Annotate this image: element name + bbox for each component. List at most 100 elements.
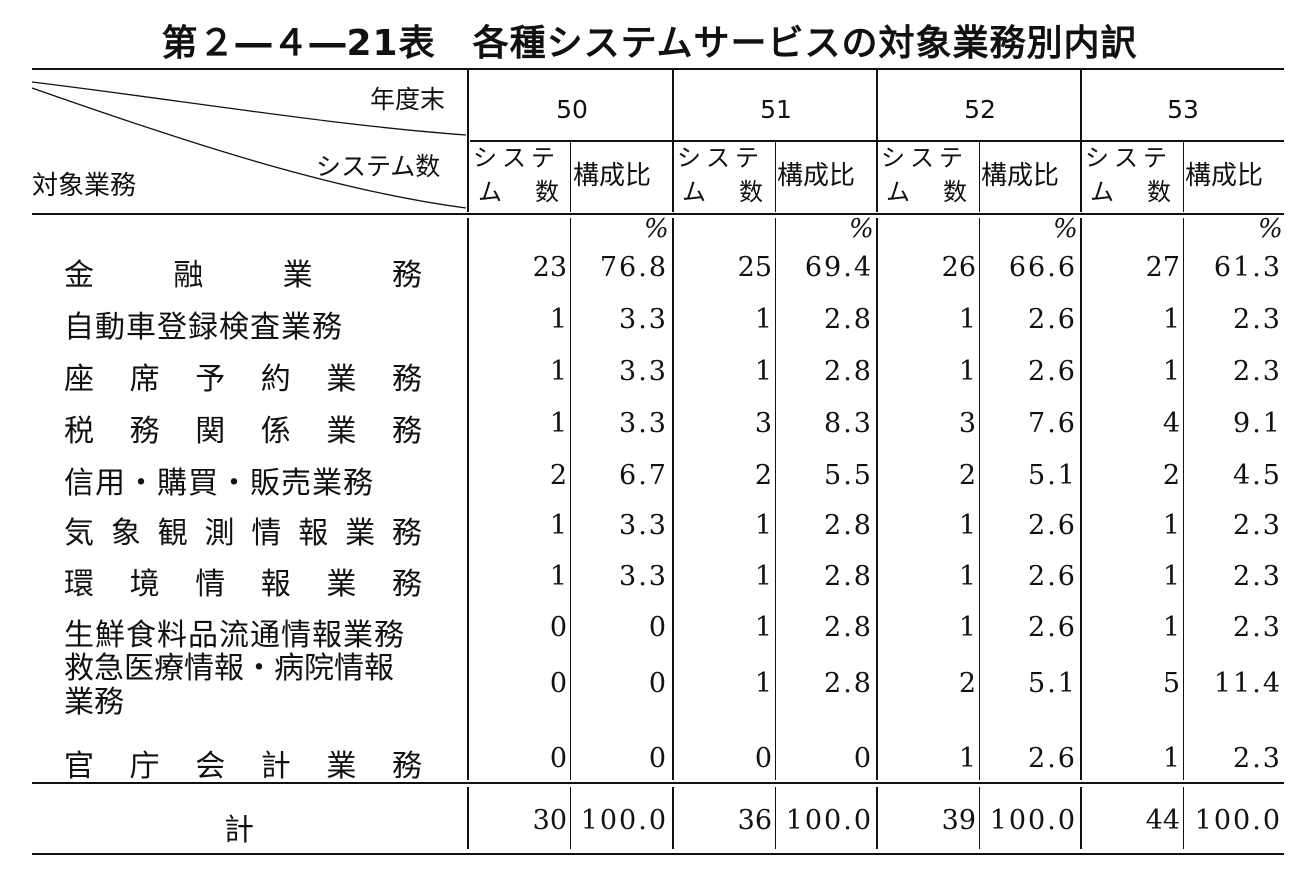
system-count-cell: 0 xyxy=(549,668,567,699)
system-count-cell: 1 xyxy=(754,612,772,643)
subheader-composition-ratio: 構成比 xyxy=(573,161,652,191)
row-label: 気象観測情報業務 xyxy=(64,508,422,552)
system-count-cell: 25 xyxy=(737,252,772,283)
row-label-char: 務 xyxy=(391,567,422,602)
total-label-text: 計 xyxy=(224,813,254,848)
percent-sign: % xyxy=(1053,214,1078,244)
composition-ratio-cell: 6.7 xyxy=(619,460,668,491)
row-label-char: 業 xyxy=(326,414,357,449)
col-line xyxy=(876,70,878,212)
system-count-cell: 26 xyxy=(941,252,976,283)
subheader-system-count-top: システ xyxy=(881,144,968,172)
row-label: 生鮮食料品流通情報業務 xyxy=(64,618,405,653)
total-composition-ratio: 100.0 xyxy=(989,805,1077,836)
total-composition-ratio: 100.0 xyxy=(1194,805,1282,836)
composition-ratio-cell: 9.1 xyxy=(1233,408,1282,439)
composition-ratio-cell: 2.8 xyxy=(824,356,873,387)
subheader-system-count-bottom-left: ム xyxy=(886,178,910,206)
composition-ratio-cell: 2.6 xyxy=(1028,612,1077,643)
row-label-char: 測 xyxy=(204,516,235,551)
subcol-line xyxy=(1183,218,1184,780)
total-composition-ratio: 100.0 xyxy=(785,805,873,836)
total-system-count: 44 xyxy=(1145,805,1180,836)
composition-ratio-cell: 2.8 xyxy=(824,304,873,335)
row-label-line1: 救急医療情報・病院情報 xyxy=(64,651,394,686)
row-label-char: 予 xyxy=(195,362,226,397)
row-label-line2: 業務 xyxy=(64,685,124,720)
row-label-char: 業 xyxy=(345,516,376,551)
composition-ratio-cell: 2.3 xyxy=(1233,356,1282,387)
subcol-line xyxy=(1183,787,1184,849)
total-system-count: 39 xyxy=(941,805,976,836)
system-count-cell: 1 xyxy=(754,356,772,387)
system-count-cell: 1 xyxy=(958,304,976,335)
subheader-composition-ratio: 構成比 xyxy=(1185,161,1264,191)
subheader-system-count-bottom-right: 数 xyxy=(535,178,559,206)
composition-ratio-cell: 66.6 xyxy=(1008,252,1077,283)
row-label-char: 業 xyxy=(326,362,357,397)
year-header-53: 53 xyxy=(1167,95,1199,124)
composition-ratio-cell: 2.3 xyxy=(1233,743,1282,774)
system-count-cell: 1 xyxy=(754,561,772,592)
row-label-char: 業 xyxy=(282,258,313,293)
row-label: 環境情報業務 xyxy=(64,559,422,603)
system-count-cell: 1 xyxy=(549,408,567,439)
row-label: 自動車登録検査業務 xyxy=(64,310,343,345)
row-label-char: 観 xyxy=(157,516,188,551)
row-label-char: 務 xyxy=(391,362,422,397)
percent-sign: % xyxy=(1258,214,1283,244)
composition-ratio-cell: 3.3 xyxy=(619,356,668,387)
col-line xyxy=(876,787,878,849)
row-label: 税務関係業務 xyxy=(64,406,422,450)
subcol-line xyxy=(775,142,776,212)
system-count-cell: 1 xyxy=(958,612,976,643)
row-label-char: 庁 xyxy=(129,749,160,784)
row-label-char: 約 xyxy=(260,362,291,397)
bottom-rule xyxy=(32,853,1284,855)
col-line xyxy=(672,70,674,212)
row-label-char: 業 xyxy=(326,567,357,602)
system-count-cell: 1 xyxy=(1162,561,1180,592)
system-count-cell: 1 xyxy=(958,510,976,541)
subcol-line xyxy=(570,787,571,849)
composition-ratio-cell: 3.3 xyxy=(619,304,668,335)
row-label-char: 業 xyxy=(326,749,357,784)
col-line xyxy=(672,218,674,780)
row-label: 金融業務 xyxy=(64,250,422,294)
system-count-cell: 1 xyxy=(958,356,976,387)
system-count-cell: 1 xyxy=(754,304,772,335)
composition-ratio-cell: 2.8 xyxy=(824,668,873,699)
col-line xyxy=(467,218,469,780)
subheader-system-count-bottom-left: ム xyxy=(1090,178,1114,206)
system-count-cell: 23 xyxy=(532,252,567,283)
table-title: 第２―４―21表 各種システムサービスの対象業務別内訳 xyxy=(161,23,1138,64)
total-system-count: 36 xyxy=(737,805,772,836)
subheader-system-count-top: システ xyxy=(473,144,560,172)
composition-ratio-cell: 2.8 xyxy=(824,561,873,592)
row-label-char: 情 xyxy=(195,567,226,602)
composition-ratio-cell: 3.3 xyxy=(619,561,668,592)
composition-ratio-cell: 5.1 xyxy=(1028,668,1077,699)
system-count-cell: 3 xyxy=(958,408,976,439)
subheader-system-count-bottom-left: ム xyxy=(478,178,502,206)
composition-ratio-cell: 2.6 xyxy=(1028,743,1077,774)
system-count-cell: 1 xyxy=(549,356,567,387)
row-label-char: 金 xyxy=(64,258,94,293)
composition-ratio-cell: 11.4 xyxy=(1213,668,1282,699)
percent-sign: % xyxy=(849,214,874,244)
year-header-52: 52 xyxy=(964,95,996,124)
year-header-51: 51 xyxy=(760,95,792,124)
composition-ratio-cell: 0 xyxy=(648,612,668,643)
target-business-label: 対象業務 xyxy=(32,171,137,201)
row-label-char: 務 xyxy=(391,749,422,784)
top-rule xyxy=(32,68,1284,70)
composition-ratio-cell: 76.8 xyxy=(599,252,668,283)
row-label-char: 税 xyxy=(64,414,94,449)
system-count-cell: 4 xyxy=(1162,408,1180,439)
subheader-system-count-top: システ xyxy=(677,144,764,172)
subcol-line xyxy=(979,142,980,212)
total-rule xyxy=(32,782,1284,784)
composition-ratio-cell: 5.1 xyxy=(1028,460,1077,491)
col-line xyxy=(1080,218,1082,780)
subcol-line xyxy=(570,218,571,780)
